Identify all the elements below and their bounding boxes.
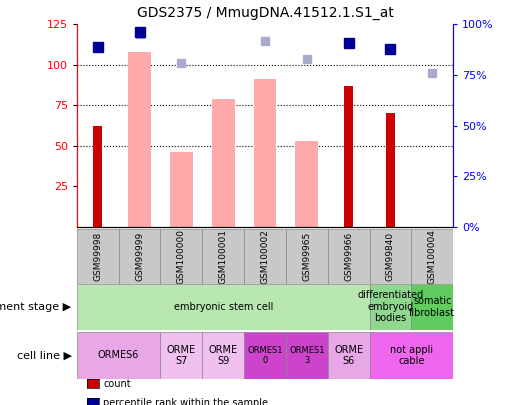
Text: GSM100002: GSM100002 bbox=[261, 229, 269, 284]
Bar bbox=[119, 229, 161, 284]
Bar bbox=[369, 332, 453, 379]
Text: ORMES1
3: ORMES1 3 bbox=[289, 346, 324, 365]
Text: percentile rank within the sample: percentile rank within the sample bbox=[103, 398, 268, 405]
Text: ORME
S7: ORME S7 bbox=[167, 345, 196, 366]
Text: GSM100004: GSM100004 bbox=[428, 229, 437, 284]
Bar bbox=[328, 332, 369, 379]
Text: GSM99840: GSM99840 bbox=[386, 232, 395, 281]
Bar bbox=[161, 229, 202, 284]
Bar bbox=[202, 332, 244, 379]
Text: GSM99999: GSM99999 bbox=[135, 232, 144, 281]
Text: GSM99966: GSM99966 bbox=[344, 232, 353, 281]
Text: differentiated
embryoid
bodies: differentiated embryoid bodies bbox=[357, 290, 423, 323]
Text: ORMES6: ORMES6 bbox=[98, 350, 139, 360]
Text: count: count bbox=[103, 379, 131, 388]
Bar bbox=[202, 229, 244, 284]
Bar bbox=[344, 86, 353, 227]
Bar bbox=[244, 332, 286, 379]
Text: somatic
fibroblast: somatic fibroblast bbox=[409, 296, 455, 318]
Bar bbox=[93, 126, 102, 227]
Bar bbox=[77, 229, 119, 284]
Text: embryonic stem cell: embryonic stem cell bbox=[173, 302, 273, 312]
Bar bbox=[411, 284, 453, 330]
Text: ORME
S6: ORME S6 bbox=[334, 345, 363, 366]
Bar bbox=[286, 332, 328, 379]
Text: ORMES1
0: ORMES1 0 bbox=[248, 346, 282, 365]
Text: GSM99998: GSM99998 bbox=[93, 232, 102, 281]
Bar bbox=[411, 229, 453, 284]
Title: GDS2375 / MmugDNA.41512.1.S1_at: GDS2375 / MmugDNA.41512.1.S1_at bbox=[137, 6, 393, 21]
Bar bbox=[253, 79, 277, 227]
Bar bbox=[77, 332, 161, 379]
Bar bbox=[77, 284, 369, 330]
Text: GSM99965: GSM99965 bbox=[302, 232, 311, 281]
Bar bbox=[328, 229, 369, 284]
Text: cell line ▶: cell line ▶ bbox=[16, 350, 72, 360]
Bar bbox=[295, 141, 319, 227]
Bar bbox=[369, 284, 411, 330]
Bar bbox=[386, 113, 395, 227]
Bar bbox=[170, 152, 193, 227]
Text: GSM100001: GSM100001 bbox=[219, 229, 228, 284]
Text: GSM100000: GSM100000 bbox=[177, 229, 186, 284]
Text: development stage ▶: development stage ▶ bbox=[0, 302, 72, 312]
Bar bbox=[128, 52, 151, 227]
Bar bbox=[369, 229, 411, 284]
Bar bbox=[244, 229, 286, 284]
Bar bbox=[211, 99, 235, 227]
Text: not appli
cable: not appli cable bbox=[390, 345, 433, 366]
Text: ORME
S9: ORME S9 bbox=[209, 345, 238, 366]
Bar bbox=[286, 229, 328, 284]
Bar bbox=[161, 332, 202, 379]
